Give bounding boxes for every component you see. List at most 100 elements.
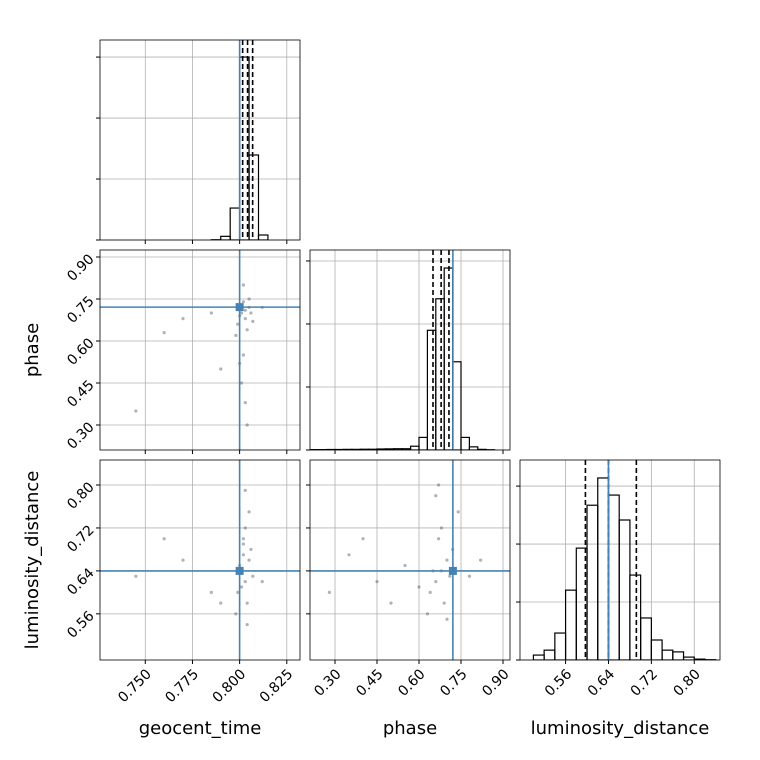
sample-point (241, 553, 245, 557)
panel: 0.56 0.64 0.72 0.80 luminosity_distance (516, 459, 721, 739)
sample-point (251, 574, 255, 578)
sample-point (243, 488, 247, 492)
histogram-bar (452, 361, 462, 450)
x-axis-label: luminosity_distance (531, 718, 710, 739)
y-axis-label: phase (22, 323, 43, 377)
sample-point (181, 316, 185, 321)
sample-point (234, 333, 238, 337)
sample-point (434, 494, 438, 498)
histogram-bar (460, 436, 471, 450)
sample-point (247, 510, 251, 514)
panel-frame (309, 459, 511, 661)
sample-point (241, 283, 245, 287)
sample-point (439, 526, 444, 530)
histogram-bar (248, 154, 260, 240)
sample-point (181, 558, 185, 562)
x-tick-label: 0.90 (479, 666, 512, 699)
sample-point (243, 400, 247, 405)
x-axis-label: phase (383, 718, 437, 739)
y-tick-label: 0.60 (64, 335, 97, 368)
x-tick-label: 0.30 (311, 666, 344, 699)
sample-point (245, 622, 249, 627)
x-tick-label: 0.750 (115, 666, 155, 706)
x-tick-label: 0.775 (162, 666, 202, 706)
sample-point (375, 580, 379, 584)
histogram-bar (618, 519, 631, 660)
panel-frame (519, 459, 721, 661)
panel: 0.750 0.775 0.800 0.825 0.80 0.72 0.64 0.56 geoc… (22, 459, 301, 739)
sample-point (243, 316, 247, 321)
sample-point (245, 328, 249, 332)
x-tick-label: 0.800 (210, 666, 250, 706)
sample-point (327, 590, 332, 594)
sample-point (134, 574, 138, 578)
sample-point (403, 563, 407, 568)
sample-point (243, 526, 247, 530)
sample-point (467, 574, 472, 578)
sample-point (236, 322, 240, 326)
histogram-bar (418, 436, 429, 450)
histogram-bar (672, 651, 685, 660)
panel-frame (309, 249, 511, 451)
sample-point (347, 553, 351, 557)
x-tick-label: 0.75 (437, 666, 470, 699)
panel: 0.90 0.75 0.60 0.45 0.30 phase (22, 249, 301, 454)
sample-point (239, 381, 244, 385)
sample-point (428, 590, 432, 594)
sample-point (162, 330, 166, 335)
truth-marker (235, 303, 244, 312)
sample-point (243, 308, 247, 312)
histogram-bar (586, 504, 599, 660)
panel-frame (99, 39, 301, 241)
sample-point (245, 601, 249, 605)
truth-marker (235, 566, 244, 575)
panel (96, 39, 301, 244)
truth-marker (448, 566, 457, 575)
sample-point (434, 580, 438, 584)
sample-point (437, 537, 441, 541)
histogram-bar (607, 494, 620, 660)
histogram-bar (597, 477, 610, 660)
plot-area (532, 460, 717, 660)
sample-point (162, 537, 166, 541)
plot-area (100, 250, 300, 450)
sample-point (241, 353, 245, 357)
histogram-bar (650, 639, 663, 660)
sample-point (243, 580, 247, 584)
x-tick-label: 0.56 (542, 666, 575, 699)
y-axis-label: luminosity_distance (22, 471, 43, 650)
y-tick-label: 0.90 (64, 251, 97, 284)
plot-area (310, 250, 496, 450)
y-tick-label: 0.30 (64, 419, 97, 452)
x-tick-label: 0.60 (395, 666, 428, 699)
y-tick-label: 0.56 (64, 608, 97, 641)
plot-area (100, 460, 300, 660)
histogram-bar (661, 649, 674, 660)
histogram-bar (257, 234, 269, 240)
sample-point (249, 311, 253, 315)
x-tick-label: 0.80 (671, 666, 704, 699)
sample-point (425, 612, 430, 616)
histogram-bar (640, 617, 652, 660)
histogram-bar (468, 446, 479, 450)
histogram-bar (564, 589, 577, 660)
histogram-bar (543, 649, 556, 660)
sample-point (417, 585, 421, 589)
x-tick-label: 0.64 (585, 666, 618, 699)
sample-point (245, 423, 249, 427)
histogram-bar (410, 445, 420, 450)
x-tick-label: 0.45 (353, 666, 386, 699)
histogram-bar (435, 298, 445, 450)
sample-point (219, 601, 223, 605)
sample-point (448, 574, 452, 578)
y-tick-label: 0.72 (64, 522, 97, 555)
sample-point (445, 558, 449, 562)
sample-point (249, 547, 253, 552)
sample-point (361, 537, 365, 541)
x-tick-label: 0.72 (628, 666, 661, 699)
x-axis-label: geocent_time (139, 718, 262, 739)
y-tick-label: 0.75 (64, 293, 97, 326)
sample-point (479, 558, 483, 562)
y-tick-label: 0.45 (64, 377, 97, 410)
